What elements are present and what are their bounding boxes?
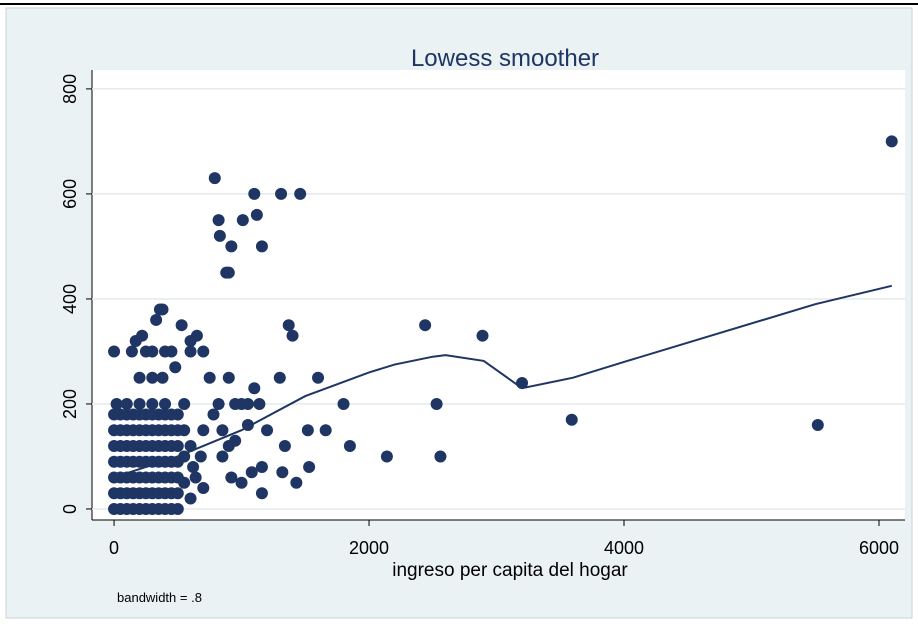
scatter-point [165, 345, 178, 358]
scatter-point [253, 397, 266, 410]
scatter-point [312, 371, 325, 384]
scatter-point [184, 334, 197, 347]
scatter-point [184, 492, 197, 505]
scatter-point [236, 214, 249, 227]
scatter-point [197, 481, 210, 494]
y-tick-label: 0 [60, 504, 80, 514]
x-tick-label: 6000 [859, 538, 899, 558]
scatter-point [241, 397, 254, 410]
scatter-point [337, 397, 350, 410]
scatter-point [273, 371, 286, 384]
scatter-point [203, 371, 216, 384]
scatter-point [169, 361, 182, 374]
note: bandwidth = .8 [117, 590, 202, 605]
scatter-point [419, 319, 432, 332]
scatter-point [187, 460, 200, 473]
scatter-point [171, 439, 184, 452]
scatter-point [189, 471, 202, 484]
scatter-point [250, 208, 263, 221]
scatter-point [184, 345, 197, 358]
scatter-point [248, 382, 261, 395]
scatter-point [156, 371, 169, 384]
scatter-point [194, 450, 207, 463]
scatter-point [216, 450, 229, 463]
scatter-point [136, 329, 149, 342]
y-tick-label: 800 [60, 74, 80, 104]
scatter-point [222, 439, 235, 452]
x-tick-label: 0 [109, 538, 119, 558]
scatter-point [222, 371, 235, 384]
scatter-point [207, 408, 220, 421]
scatter-point [208, 172, 221, 185]
scatter-point [146, 371, 159, 384]
scatter-point [294, 187, 307, 200]
scatter-point [245, 466, 258, 479]
scatter-point [212, 397, 225, 410]
scatter-point [146, 345, 159, 358]
scatter-point [146, 397, 159, 410]
scatter-point [133, 371, 146, 384]
scatter-point [171, 455, 184, 468]
scatter-point [222, 266, 235, 279]
scatter-point [255, 487, 268, 500]
scatter-point [286, 329, 299, 342]
scatter-point [216, 424, 229, 437]
scatter-point [278, 439, 291, 452]
scatter-point [319, 424, 332, 437]
plot-region [92, 70, 905, 520]
plot-layer: 0 200 400 600 800 0 2000 4000 6000 [60, 74, 905, 558]
scatter-point [276, 466, 289, 479]
scatter-point [197, 424, 210, 437]
scatter-point [197, 345, 210, 358]
scatter-point [171, 502, 184, 515]
scatter-point [380, 450, 393, 463]
lowess-line [113, 284, 892, 479]
x-tick-label: 4000 [604, 538, 644, 558]
scatter-point [156, 303, 169, 316]
scatter-point [175, 319, 188, 332]
scatter-point [476, 329, 489, 342]
scatter-point [303, 460, 316, 473]
scatter-point [108, 345, 121, 358]
scatter-point [159, 397, 172, 410]
scatter-point [248, 187, 261, 200]
scatter-point [430, 397, 443, 410]
scatter-point [565, 413, 578, 426]
scatter-point [225, 471, 238, 484]
scatter-point [255, 240, 268, 253]
scatter-point [885, 135, 898, 148]
scatter-point [171, 424, 184, 437]
x-tick-label: 2000 [349, 538, 389, 558]
y-tick-label: 400 [60, 284, 80, 314]
scatter-point [171, 471, 184, 484]
scatter-point [343, 439, 356, 452]
scatter-point [125, 345, 138, 358]
y-tick-label: 600 [60, 179, 80, 209]
scatter-point [133, 397, 146, 410]
y-tick-label: 200 [60, 389, 80, 419]
scatter-point [282, 319, 295, 332]
scatter-point [229, 397, 242, 410]
scatter-point [178, 397, 191, 410]
scatter-point [235, 476, 248, 489]
chart-title: Lowess smoother [411, 45, 599, 72]
scatter-point [110, 397, 123, 410]
scatter-point [811, 418, 824, 431]
scatter-point [275, 187, 288, 200]
scatter-point [290, 476, 303, 489]
scatter-point [171, 487, 184, 500]
scatter-point [212, 214, 225, 227]
scatter-point [171, 408, 184, 421]
scatter-point [255, 460, 268, 473]
scatter-point [150, 313, 163, 326]
scatter-point [120, 397, 133, 410]
scatter-point [261, 424, 274, 437]
scatter-point [213, 229, 226, 242]
scatter-point [225, 240, 238, 253]
scatter-point [301, 424, 314, 437]
scatter-point [434, 450, 447, 463]
x-axis-label: ingreso per capita del hogar [392, 560, 628, 581]
